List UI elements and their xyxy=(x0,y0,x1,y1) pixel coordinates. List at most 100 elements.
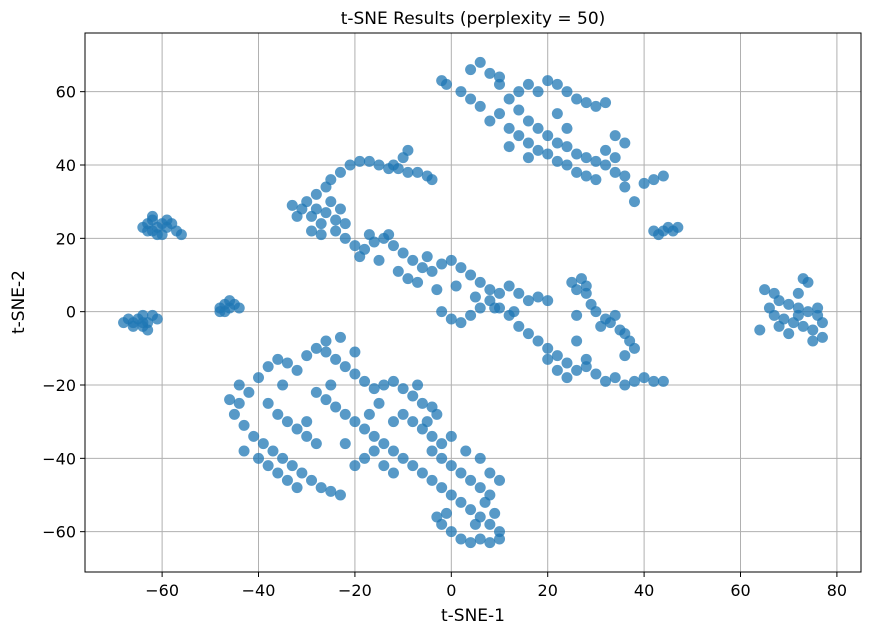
data-point xyxy=(532,335,544,347)
data-point xyxy=(383,229,395,241)
data-point xyxy=(672,221,684,233)
data-point xyxy=(402,144,414,156)
data-point xyxy=(619,350,631,362)
data-point xyxy=(571,364,583,376)
data-point xyxy=(522,295,534,307)
data-point xyxy=(397,247,409,259)
data-point xyxy=(484,295,496,307)
data-point xyxy=(542,295,554,307)
data-point xyxy=(590,174,602,186)
data-point xyxy=(469,518,481,530)
data-point xyxy=(484,115,496,127)
data-point xyxy=(590,306,602,318)
data-point xyxy=(484,284,496,296)
data-point xyxy=(354,155,366,167)
data-point xyxy=(334,166,346,178)
data-point xyxy=(233,379,245,391)
x-tick-label: −60 xyxy=(145,581,179,600)
data-point xyxy=(455,86,467,98)
data-point xyxy=(310,342,322,354)
data-point xyxy=(590,155,602,167)
data-point xyxy=(291,423,303,435)
data-point xyxy=(291,364,303,376)
data-point xyxy=(387,159,399,171)
data-point xyxy=(638,372,650,384)
data-point xyxy=(628,196,640,208)
data-point xyxy=(754,324,766,336)
data-point xyxy=(426,430,438,442)
data-point xyxy=(407,254,419,266)
data-point xyxy=(600,159,612,171)
data-point xyxy=(542,130,554,142)
data-point xyxy=(648,375,660,387)
data-point xyxy=(551,108,563,120)
data-point xyxy=(455,496,467,508)
data-point xyxy=(657,375,669,387)
data-point xyxy=(450,280,462,292)
x-tick-label: −20 xyxy=(338,581,372,600)
data-point xyxy=(378,379,390,391)
data-point xyxy=(339,408,351,420)
data-point xyxy=(373,254,385,266)
data-point xyxy=(465,269,477,281)
data-point xyxy=(773,320,785,332)
data-point xyxy=(397,452,409,464)
data-point xyxy=(161,214,173,226)
x-tick-label: −40 xyxy=(242,581,276,600)
data-point xyxy=(494,474,506,486)
data-point xyxy=(455,262,467,274)
data-point xyxy=(812,302,824,314)
data-point xyxy=(349,416,361,428)
data-point xyxy=(465,504,477,516)
y-tick-label: −60 xyxy=(42,523,76,542)
data-point xyxy=(243,386,255,398)
data-point xyxy=(306,210,318,222)
data-point xyxy=(522,78,534,90)
data-point xyxy=(431,284,443,296)
data-point xyxy=(445,489,457,501)
data-point xyxy=(421,416,433,428)
data-point xyxy=(522,115,534,127)
data-point xyxy=(281,416,293,428)
data-point xyxy=(310,188,322,200)
data-point xyxy=(542,342,554,354)
data-point xyxy=(436,452,448,464)
data-point xyxy=(325,196,337,208)
data-point xyxy=(561,141,573,153)
data-point xyxy=(551,364,563,376)
data-point xyxy=(402,273,414,285)
data-point xyxy=(146,210,158,222)
data-point xyxy=(407,416,419,428)
data-point xyxy=(286,460,298,472)
data-point xyxy=(257,438,269,450)
data-point xyxy=(286,199,298,211)
data-point xyxy=(397,408,409,420)
data-point xyxy=(503,93,515,105)
data-point xyxy=(301,430,313,442)
data-point xyxy=(262,361,274,373)
data-point xyxy=(657,170,669,182)
data-point xyxy=(253,372,265,384)
data-point xyxy=(407,390,419,402)
data-point xyxy=(532,122,544,134)
data-point xyxy=(474,533,486,545)
data-point xyxy=(807,324,819,336)
data-point xyxy=(763,302,775,314)
data-point xyxy=(320,207,332,219)
data-point xyxy=(301,350,313,362)
data-point xyxy=(465,93,477,105)
data-point xyxy=(551,155,563,167)
data-point xyxy=(334,489,346,501)
data-point xyxy=(609,152,621,164)
data-point xyxy=(494,302,506,314)
data-point xyxy=(416,467,428,479)
y-tick-label: −20 xyxy=(42,376,76,395)
data-point xyxy=(387,467,399,479)
data-point xyxy=(494,533,506,545)
data-point xyxy=(426,174,438,186)
data-point xyxy=(580,353,592,365)
data-point xyxy=(315,218,327,230)
y-tick-label: 60 xyxy=(56,83,76,102)
data-point xyxy=(816,331,828,343)
grid-lines xyxy=(85,33,861,572)
